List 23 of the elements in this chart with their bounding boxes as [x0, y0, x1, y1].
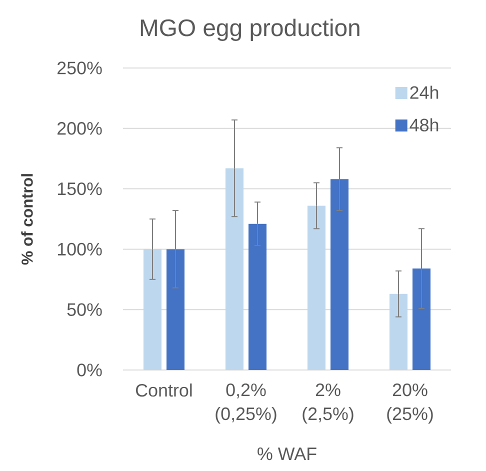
y-tick-label: 150% — [58, 182, 102, 196]
y-tick-label: 250% — [58, 62, 102, 74]
bar — [166, 249, 184, 370]
y-tick-label: 0% — [77, 364, 102, 376]
legend-label: 24h — [410, 86, 438, 99]
bar — [412, 268, 431, 370]
legend-label: 48h — [410, 118, 438, 132]
y-tick-label: 200% — [58, 122, 102, 135]
y-tick-label: 100% — [58, 242, 102, 256]
bar — [144, 249, 162, 370]
x-tick-label: 20% (25%) — [387, 384, 433, 424]
bar — [226, 168, 244, 370]
y-tick-label: 50% — [67, 303, 102, 316]
x-tick-label: 0,2% (0,25%) — [216, 384, 276, 424]
x-axis-title: % WAF — [258, 448, 316, 460]
bar — [308, 206, 326, 370]
bar — [248, 224, 267, 370]
chart-title: MGO egg production — [140, 18, 360, 41]
x-tick-label: 2% (2,5%) — [302, 384, 354, 424]
x-tick-label: Control — [136, 384, 192, 397]
bar — [330, 179, 349, 370]
bar — [390, 294, 408, 370]
y-axis-title: % of control — [21, 174, 33, 265]
